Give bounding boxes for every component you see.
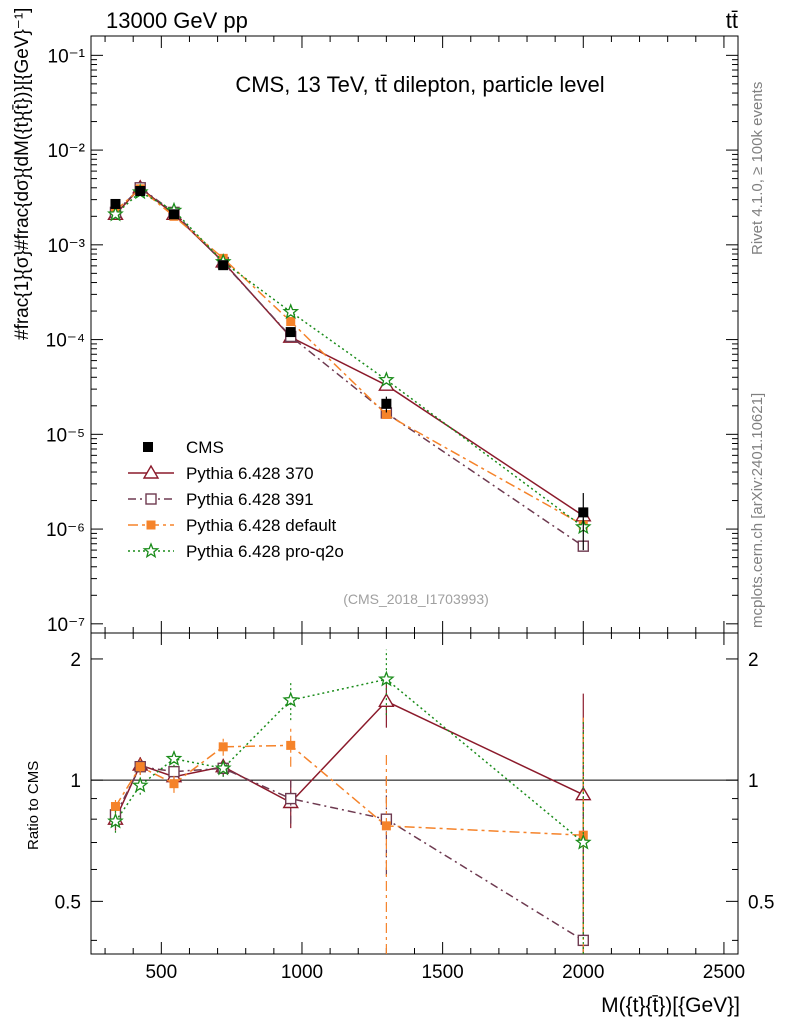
legend-entry: Pythia 6.428 default [128, 516, 337, 535]
ratio-tick-label: 0.5 [55, 892, 81, 913]
data-point [285, 327, 296, 338]
y-tick-label: 10⁻¹ [48, 46, 86, 67]
series-point [286, 317, 296, 327]
legend-label: Pythia 6.428 default [186, 516, 337, 535]
ratio-tick-label-right: 0.5 [748, 892, 774, 913]
series-point [282, 303, 300, 320]
ratio-line [114, 744, 584, 836]
ratio-point [574, 833, 592, 850]
series-4 [107, 183, 592, 535]
ratio-tick-label-right: 2 [748, 650, 759, 671]
header-right: tt̄ [726, 8, 738, 33]
y-tick-label: 10⁻⁴ [46, 331, 85, 352]
ratio-point [110, 802, 120, 812]
data-point [218, 260, 229, 271]
y-axis-label: #frac{1}{σ}#frac{dσ}{dM({t}{t̄})}[{GeV}⁻… [12, 8, 33, 340]
ratio-point [378, 692, 395, 707]
data-point [110, 198, 121, 209]
chart-title: CMS, 13 TeV, tt̄ dilepton, particle leve… [235, 72, 604, 97]
ratio-series-3 [110, 717, 588, 954]
series-point [381, 409, 391, 419]
series-point [107, 205, 124, 222]
ratio-point [107, 812, 124, 829]
x-tick-label: 1500 [421, 962, 463, 983]
legend-marker [142, 464, 160, 479]
ratio-tick-label-right: 1 [748, 771, 759, 792]
data-point [168, 209, 179, 220]
legend-marker [142, 542, 160, 559]
legend-entry: Pythia 6.428 pro-q2o [128, 542, 344, 561]
main-panel: 10⁻⁷ 10⁻⁶ 10⁻⁵ 10⁻⁴ 10⁻³ 10⁻² 10⁻¹ [46, 35, 739, 636]
legend-entry: Pythia 6.428 391 [128, 490, 314, 509]
legend-label: CMS [186, 438, 224, 457]
y-tick-label: 10⁻⁵ [46, 425, 85, 446]
ratio-point [285, 792, 297, 805]
legend-label: Pythia 6.428 370 [186, 464, 314, 483]
ratio-point [131, 776, 149, 793]
ratio-tick-label: 1 [70, 771, 81, 792]
y-tick-label: 10⁻⁶ [46, 520, 85, 541]
legend-entry: CMS [143, 438, 224, 457]
legend-marker [146, 520, 156, 530]
data-point [135, 185, 146, 196]
data-point [381, 398, 392, 409]
legend-label: Pythia 6.428 391 [186, 490, 314, 509]
series-point [378, 371, 395, 388]
legend-marker [143, 442, 153, 452]
legend-marker [145, 493, 157, 505]
ratio-frame [90, 632, 739, 955]
x-tick-label: 2500 [703, 962, 745, 983]
ratio-point [381, 821, 391, 831]
legend: CMS Pythia 6.428 370 Pythia 6.428 391 Pythi… [128, 438, 344, 561]
ratio-point [168, 765, 180, 778]
data-point [578, 507, 589, 518]
ratio-series-1 [107, 678, 592, 954]
ratio-y-axis-label: Ratio to CMS [25, 761, 42, 850]
ratio-point [135, 762, 145, 772]
ratio-panel: 500 1000 1500 2000 2500 0.5 0.5 1 1 2 2 [55, 36, 774, 983]
ratio-point [378, 670, 395, 687]
x-axis-label: M({t}{t̄})[{GeV}] [601, 994, 740, 1017]
series-data [110, 185, 589, 551]
ratio-point [282, 691, 300, 708]
ratio-series-4 [107, 649, 592, 954]
ratio-line [114, 765, 584, 942]
series-1 [107, 179, 592, 522]
x-tick-label: 2000 [562, 962, 604, 983]
ratio-line [114, 700, 584, 820]
legend-label: Pythia 6.428 pro-q2o [186, 542, 344, 561]
ratio-point [214, 759, 232, 776]
analysis-tag: (CMS_2018_I1703993) [343, 591, 489, 607]
header-left: 13000 GeV pp [106, 8, 248, 33]
ratio-point [286, 740, 296, 750]
ratio-point [218, 742, 228, 752]
ratio-point [165, 749, 183, 766]
y-tick-label: 10⁻² [48, 141, 86, 162]
x-tick-label: 500 [145, 962, 177, 983]
ratio-point [169, 779, 179, 789]
legend-entry: Pythia 6.428 370 [128, 464, 314, 483]
source-label: mcplots.cern.ch [arXiv:2401.10621] [749, 393, 766, 628]
y-tick-label: 10⁻⁷ [47, 615, 85, 636]
x-tick-label: 1000 [281, 962, 323, 983]
y-tick-label: 10⁻³ [48, 236, 86, 257]
ratio-tick-label: 2 [70, 650, 81, 671]
rivet-label: Rivet 4.1.0, ≥ 100k events [749, 82, 766, 255]
